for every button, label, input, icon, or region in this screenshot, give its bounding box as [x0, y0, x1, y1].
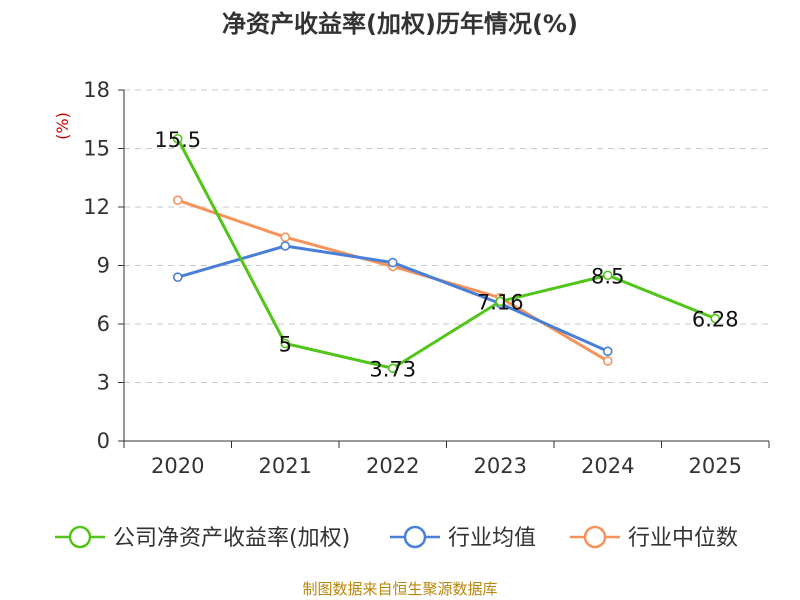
y-tick-label-12: 12 [83, 195, 110, 219]
point-s1-2024 [602, 346, 613, 357]
point-s1-2022 [387, 257, 398, 268]
point-s1-2021 [280, 241, 291, 251]
y-tick-label-15: 15 [83, 137, 110, 161]
legend: 公司净资产收益率(加权) 行业均值 行业中位数 [55, 525, 738, 551]
x-tick-label-2021: 2021 [259, 454, 312, 478]
x-tick-label-2024: 2024 [581, 454, 634, 478]
legend-marker-2 [583, 525, 607, 549]
y-axis-unit-label: (%) [53, 112, 72, 140]
x-tick-label-2025: 2025 [689, 454, 742, 478]
point-s2-2020 [172, 195, 183, 205]
point-s1-2020 [172, 272, 183, 283]
data-label-2024: 8.5 [591, 264, 624, 288]
legend-label-2: 行业中位数 [628, 526, 738, 551]
point-s0-2024 [602, 270, 613, 281]
legend-label-1: 行业均值 [448, 526, 536, 551]
source-note: 制图数据来自恒生聚源数据库 [302, 580, 497, 598]
x-tick-label-2023: 2023 [474, 454, 527, 478]
point-s0-2023 [495, 296, 506, 307]
series-lines [172, 133, 721, 374]
point-s0-2025 [710, 313, 721, 324]
point-s0-2020 [172, 133, 183, 144]
y-tick-label-9: 9 [97, 254, 110, 278]
data-label-2025: 6.28 [692, 308, 739, 332]
data-labels: 15.5 5 3.73 7.16 8.5 6.28 [154, 128, 738, 382]
data-label-2022: 3.73 [369, 357, 416, 381]
data-label-2023: 7.16 [477, 290, 524, 314]
point-s2-2021 [280, 232, 291, 243]
point-s0-2021 [280, 338, 291, 349]
point-s0-2022 [387, 363, 398, 374]
x-tick-label-2022: 2022 [366, 454, 419, 478]
y-tick-label-6: 6 [97, 312, 110, 336]
point-s2-2024 [602, 356, 613, 366]
legend-marker-0 [68, 525, 92, 549]
legend-label-0: 公司净资产收益率(加权) [113, 526, 350, 551]
y-tick-label-18: 18 [83, 78, 110, 102]
axes: 0 3 6 9 12 15 18 2020 2021 2022 2023 2024 2025 [83, 78, 770, 478]
gridlines [124, 89, 769, 383]
data-label-2021: 5 [279, 333, 292, 357]
series-line-2 [177, 198, 609, 363]
x-tick-label-2020: 2020 [151, 454, 204, 478]
chart-title: 净资产收益率(加权)历年情况(%) [222, 10, 578, 38]
legend-marker-1 [403, 525, 427, 549]
y-tick-label-0: 0 [97, 429, 110, 453]
data-label-2020: 15.5 [154, 128, 201, 152]
y-tick-label-3: 3 [97, 371, 110, 395]
series-line-0 [176, 138, 716, 370]
